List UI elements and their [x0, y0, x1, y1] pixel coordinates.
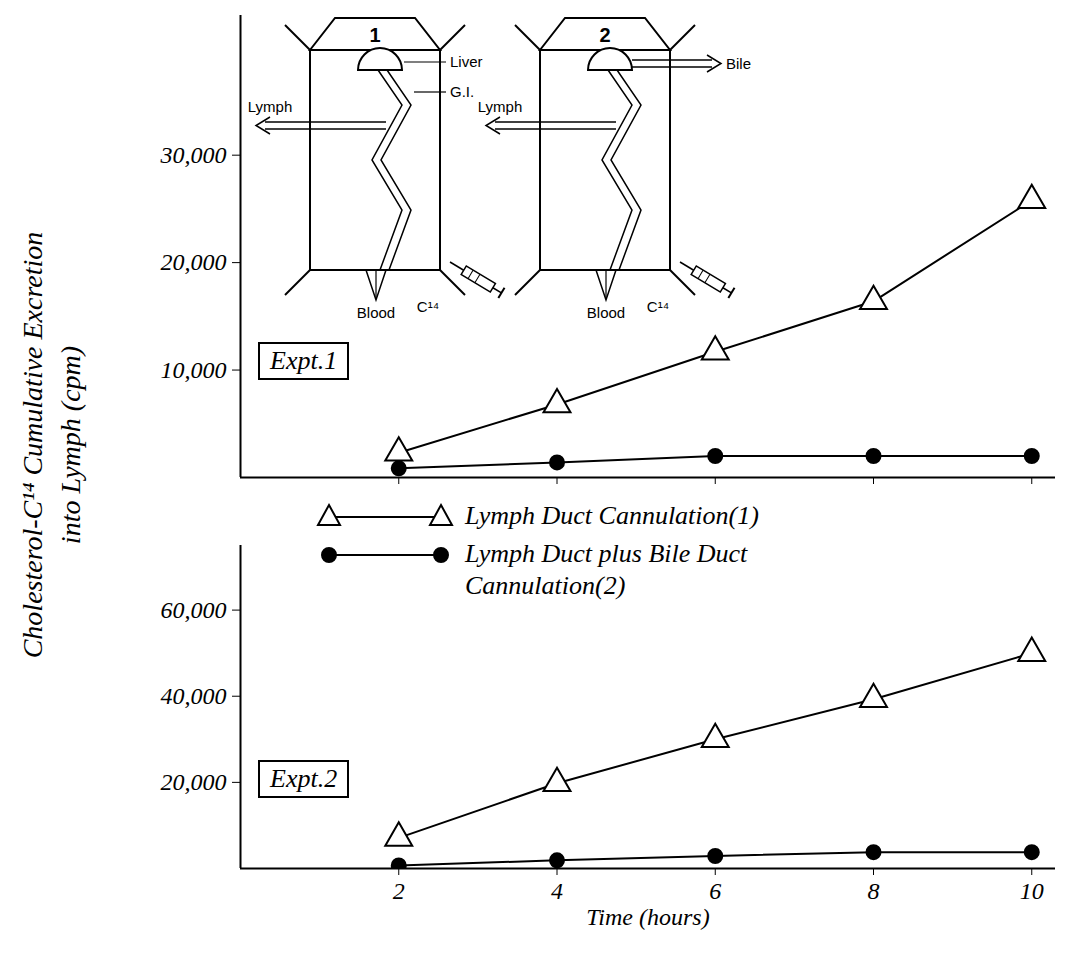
svg-text:40,000: 40,000: [161, 683, 227, 709]
svg-text:10: 10: [1020, 878, 1044, 904]
html-text:Expt.1: Expt.1: [270, 346, 338, 375]
svg-text:20,000: 20,000: [161, 249, 227, 275]
svg-text:6: 6: [709, 878, 721, 904]
svg-text:Cholesterol-C¹⁴ Cumulative Exc: Cholesterol-C¹⁴ Cumulative Excretion: [17, 232, 48, 659]
svg-text:10,000: 10,000: [161, 357, 227, 383]
svg-text:C¹⁴: C¹⁴: [417, 298, 439, 315]
svg-text:1: 1: [369, 24, 380, 46]
svg-text:Bile: Bile: [726, 55, 751, 72]
svg-text:60,000: 60,000: [161, 597, 227, 623]
svg-text:into Lymph (cpm): into Lymph (cpm): [55, 346, 86, 544]
svg-text:4: 4: [551, 878, 563, 904]
svg-text:Lymph: Lymph: [248, 98, 292, 115]
svg-text:C¹⁴: C¹⁴: [647, 298, 669, 315]
html-text:Lymph Duct plus Bile Duct Cann: Lymph Duct plus Bile Duct Cannulation(2): [465, 539, 748, 600]
svg-text:Liver: Liver: [450, 53, 483, 70]
svg-text:8: 8: [868, 878, 880, 904]
svg-text:Blood: Blood: [587, 304, 625, 321]
svg-text:2: 2: [393, 878, 405, 904]
svg-text:Lymph: Lymph: [478, 98, 522, 115]
svg-text:Blood: Blood: [357, 304, 395, 321]
svg-text:30,000: 30,000: [160, 142, 227, 168]
svg-text:Time (hours): Time (hours): [586, 904, 709, 930]
svg-text:2: 2: [599, 24, 610, 46]
svg-text:G.I.: G.I.: [450, 83, 474, 100]
svg-text:20,000: 20,000: [161, 769, 227, 795]
html-text:Lymph Duct Cannulation(1): Lymph Duct Cannulation(1): [465, 501, 759, 530]
html-text:Expt.2: Expt.2: [270, 764, 338, 793]
